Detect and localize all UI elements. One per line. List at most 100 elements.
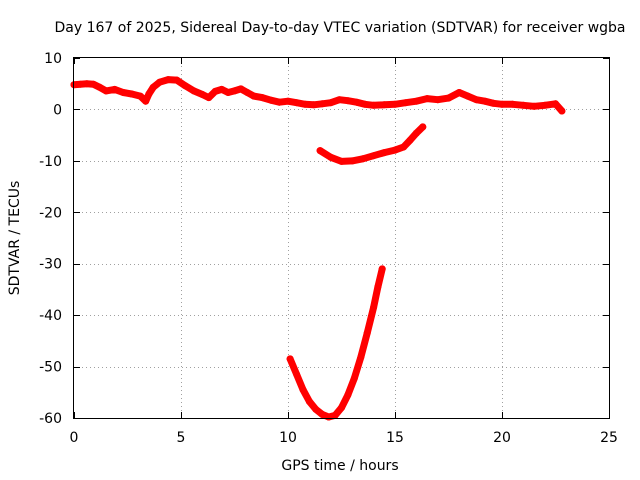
data-point <box>218 85 226 93</box>
data-point <box>325 413 333 421</box>
data-point <box>455 89 463 96</box>
plot-frame <box>73 57 610 419</box>
data-point <box>338 157 345 165</box>
data-point <box>331 411 339 419</box>
data-point <box>293 370 301 378</box>
data-point <box>344 391 352 399</box>
data-point <box>102 87 110 95</box>
x-tick-label: 15 <box>386 430 404 446</box>
data-point <box>419 123 427 131</box>
data-point <box>111 85 119 93</box>
data-point <box>224 89 232 96</box>
y-tick-label: -30 <box>39 257 62 273</box>
data-point <box>145 90 153 98</box>
data-point <box>464 92 472 100</box>
data-point <box>305 398 313 405</box>
y-axis-label: SDTVAR / TECUs <box>7 181 23 296</box>
data-point <box>83 80 91 88</box>
data-point <box>348 157 356 165</box>
data-point <box>136 92 144 100</box>
data-point <box>250 92 258 100</box>
y-tick-label: -40 <box>39 308 62 324</box>
data-point <box>357 353 365 361</box>
data-point <box>361 100 369 108</box>
data-point <box>370 152 378 160</box>
data-point <box>472 96 480 104</box>
data-point <box>128 90 136 98</box>
x-ticks: 0 5 10 15 20 25 <box>70 58 618 446</box>
data-point <box>374 283 382 291</box>
data-point <box>380 101 388 109</box>
data-point <box>530 102 538 110</box>
data-point <box>391 100 399 108</box>
data-point <box>293 99 301 107</box>
data-point <box>412 129 420 137</box>
data-point <box>391 146 399 154</box>
data-point <box>149 83 157 91</box>
data-point <box>198 91 206 98</box>
data-point <box>412 97 420 105</box>
data-point <box>353 98 360 106</box>
data-point <box>231 87 238 95</box>
x-tick-label: 0 <box>70 430 79 446</box>
x-tick-label: 25 <box>600 430 618 446</box>
data-point <box>318 410 326 418</box>
x-axis-label: GPS time / hours <box>281 458 398 474</box>
data-point <box>310 101 318 109</box>
data-point <box>363 329 371 337</box>
data-point <box>286 355 294 363</box>
y-tick-label: 10 <box>44 51 62 67</box>
data-point <box>558 107 566 115</box>
data-point <box>76 80 84 88</box>
data-point <box>275 98 283 106</box>
data-point <box>434 96 442 104</box>
data-point <box>237 85 245 93</box>
data-point <box>142 97 150 105</box>
data-point <box>406 136 414 144</box>
series <box>286 265 386 421</box>
data-point <box>370 101 378 109</box>
data-point <box>489 99 497 107</box>
data-point <box>284 97 292 105</box>
series-line <box>286 265 386 421</box>
data-point <box>380 149 388 157</box>
data-point <box>173 76 181 84</box>
data-point <box>318 100 326 108</box>
data-point <box>445 94 452 102</box>
data-point <box>338 404 345 412</box>
x-tick-label: 20 <box>493 430 511 446</box>
data-point <box>316 147 324 155</box>
chart-title: Day 167 of 2025, Sidereal Day-to-day VTE… <box>54 20 625 36</box>
x-tick-label: 10 <box>279 430 297 446</box>
data-point <box>156 78 164 86</box>
data-point <box>378 265 386 273</box>
data-point <box>498 100 506 108</box>
data-point <box>423 95 431 103</box>
grid <box>74 58 609 418</box>
data-point <box>509 100 517 108</box>
y-tick-label: -50 <box>39 360 62 376</box>
data-point <box>552 100 559 108</box>
data-point <box>541 101 549 109</box>
data-point <box>312 405 320 413</box>
data-point <box>481 97 489 105</box>
series <box>316 123 427 165</box>
data-point <box>205 94 213 102</box>
data-point <box>258 94 266 102</box>
x-tick-label: 5 <box>177 430 186 446</box>
series <box>70 76 566 115</box>
y-tick-label: -20 <box>39 205 62 221</box>
data-point <box>327 99 335 107</box>
data-point <box>243 89 251 96</box>
y-tick-label: -10 <box>39 154 62 170</box>
data-point <box>519 101 527 109</box>
data-point <box>164 76 172 84</box>
data-point <box>267 96 275 104</box>
y-tick-label: -60 <box>39 411 62 427</box>
data-point <box>344 97 352 105</box>
data-point <box>96 83 104 91</box>
data-point <box>350 374 358 382</box>
data-point <box>190 87 198 95</box>
data-point <box>181 82 189 90</box>
